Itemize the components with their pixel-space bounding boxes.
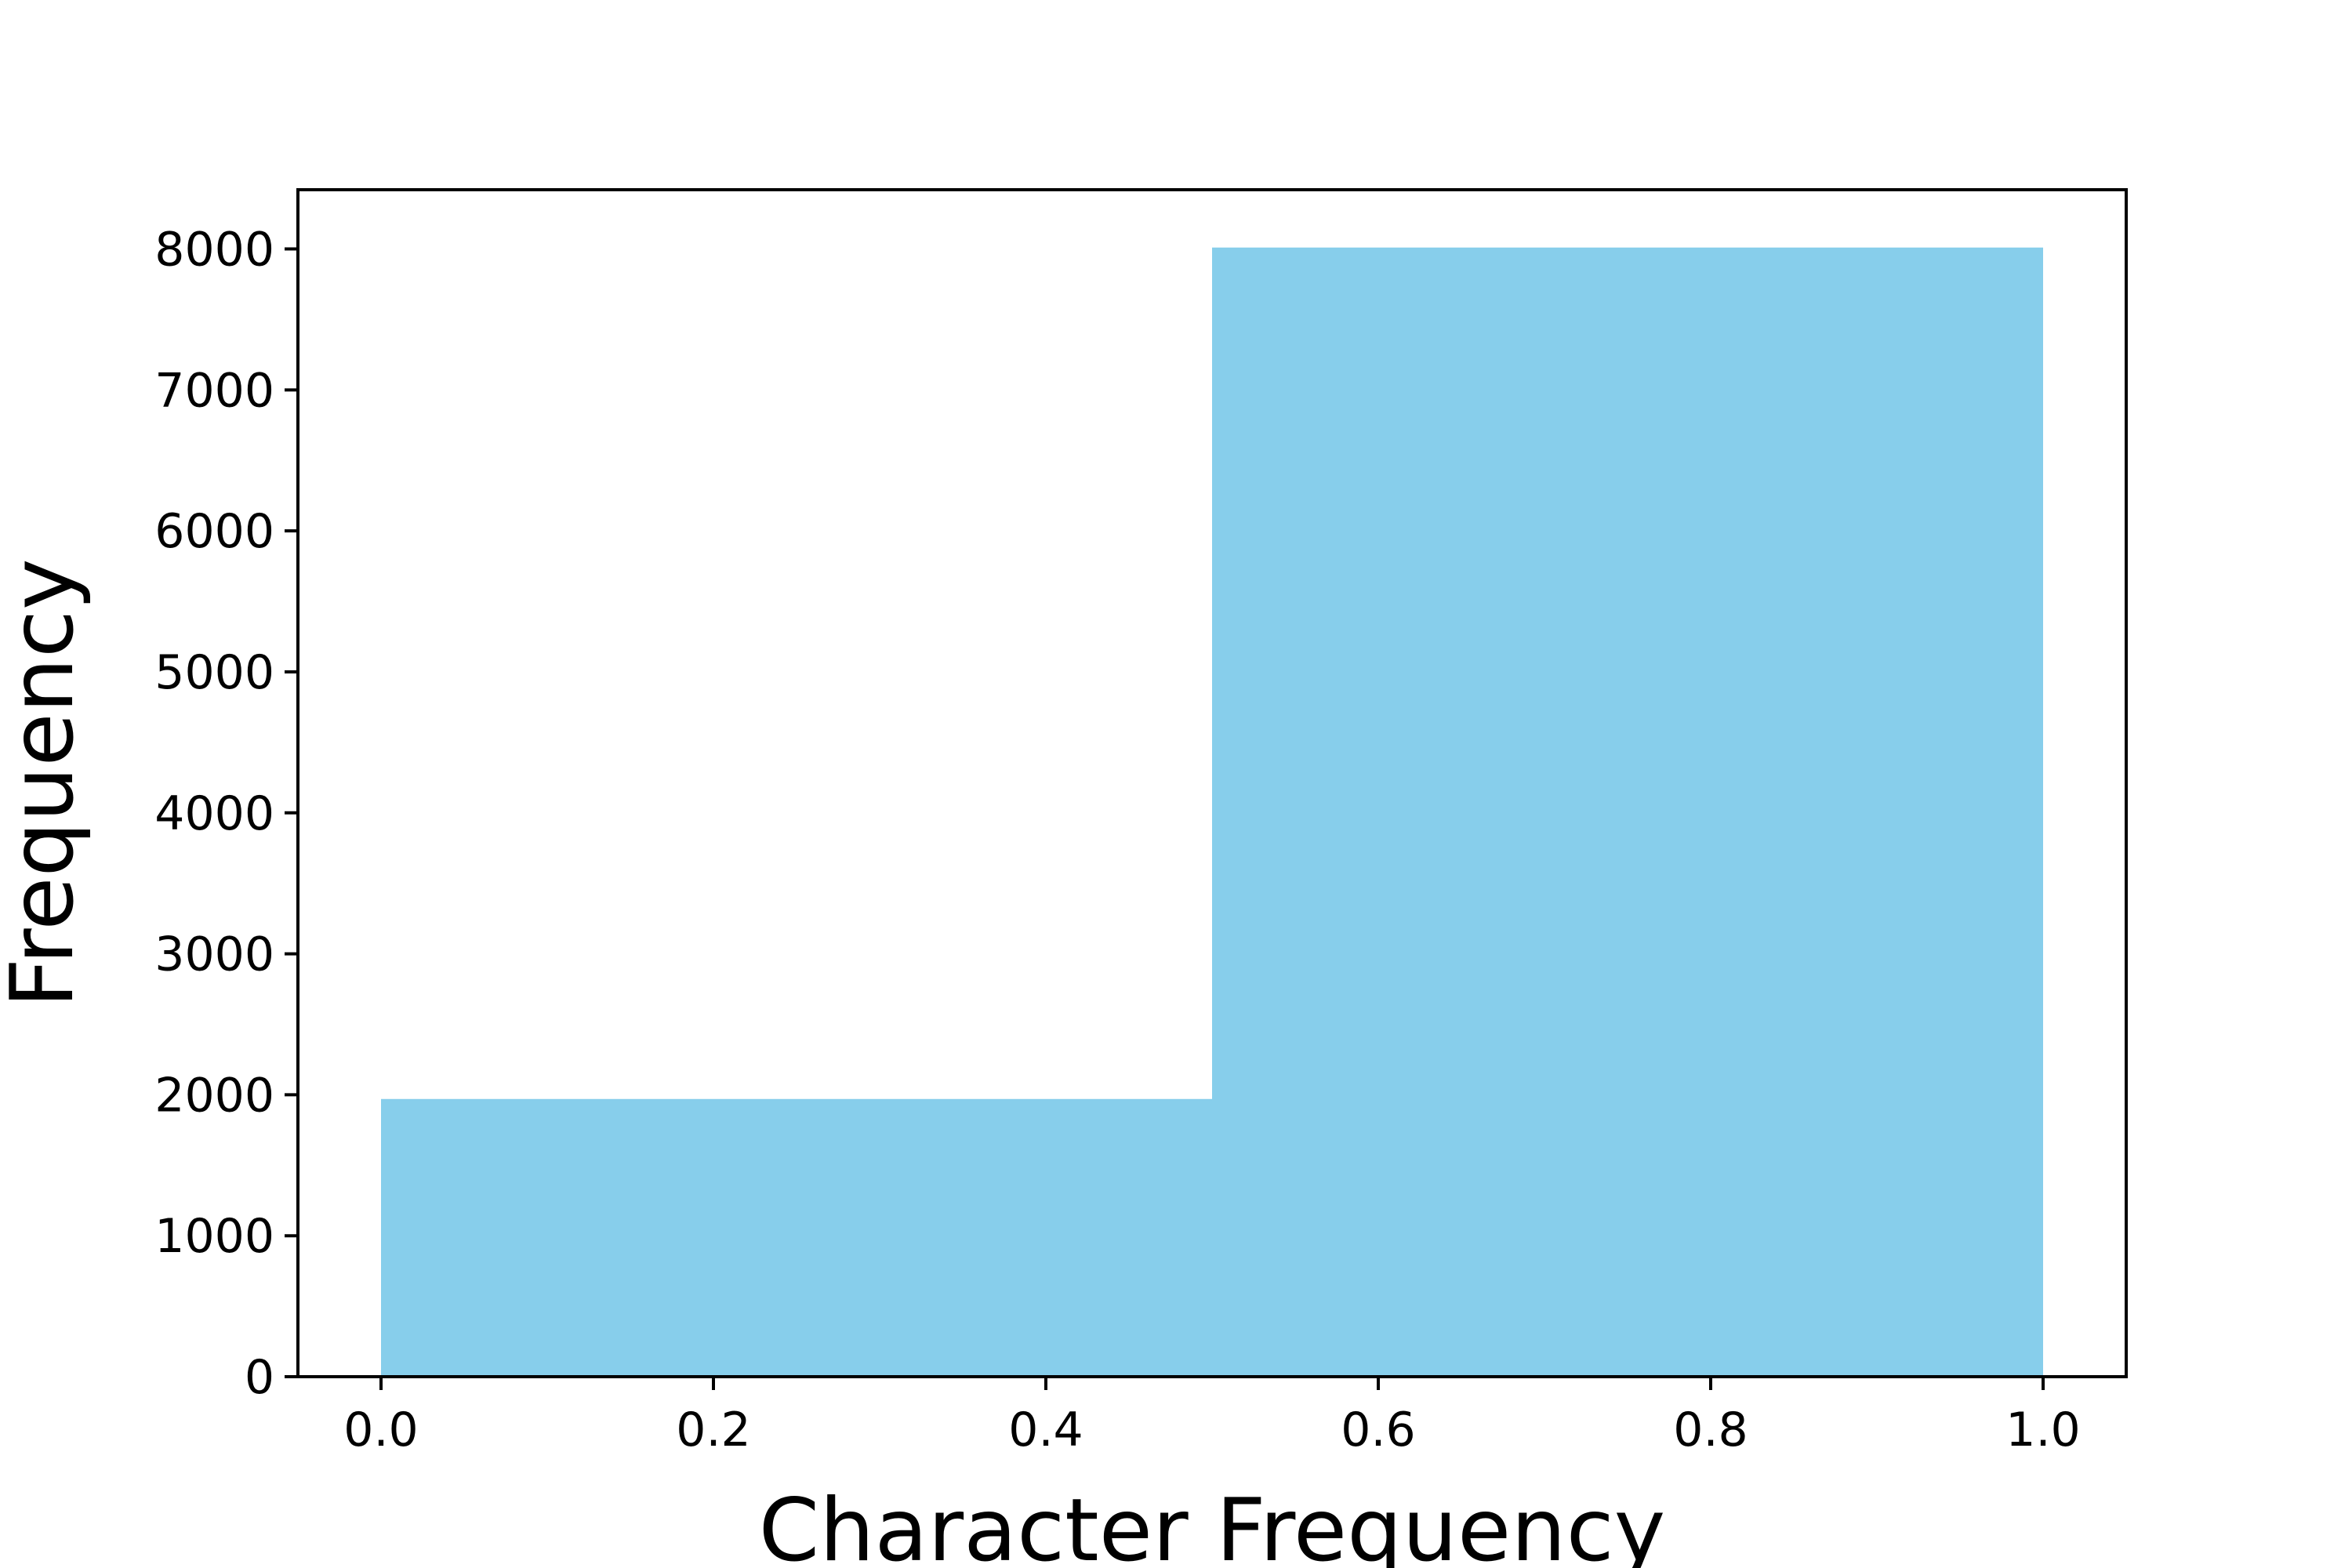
y-tick-label-6: 6000 (154, 504, 274, 559)
x-axis-title: Character Frequency (759, 1480, 1666, 1568)
y-tick-label-8: 8000 (154, 223, 274, 278)
y-tick-label-1: 1000 (154, 1209, 274, 1264)
histogram-bar-1 (1212, 247, 2043, 1377)
plot-frame (296, 188, 2128, 1378)
x-tick-label-2: 0.4 (1008, 1403, 1083, 1457)
x-axis-ticks: 0.0 0.2 0.4 0.6 0.8 1.0 (343, 1377, 2081, 1457)
y-tick-label-4: 4000 (154, 786, 274, 841)
histogram-bar-0 (381, 1098, 1212, 1377)
x-tick-label-5: 1.0 (2005, 1403, 2080, 1457)
y-axis-ticks: 0 1000 2000 3000 4000 5000 6000 7000 8000 (154, 223, 298, 1405)
y-tick-label-0: 0 (245, 1350, 274, 1405)
bars-layer (381, 247, 2043, 1377)
y-tick-label-3: 3000 (154, 927, 274, 982)
y-tick-label-5: 5000 (154, 645, 274, 700)
x-tick-label-1: 0.2 (676, 1403, 750, 1457)
x-tick-label-4: 0.8 (1673, 1403, 1748, 1457)
x-tick-label-0: 0.0 (343, 1403, 418, 1457)
x-tick-label-3: 0.6 (1341, 1403, 1415, 1457)
y-tick-label-7: 7000 (154, 363, 274, 418)
y-tick-label-2: 2000 (154, 1068, 274, 1123)
y-axis-title: Frequency (0, 558, 93, 1007)
